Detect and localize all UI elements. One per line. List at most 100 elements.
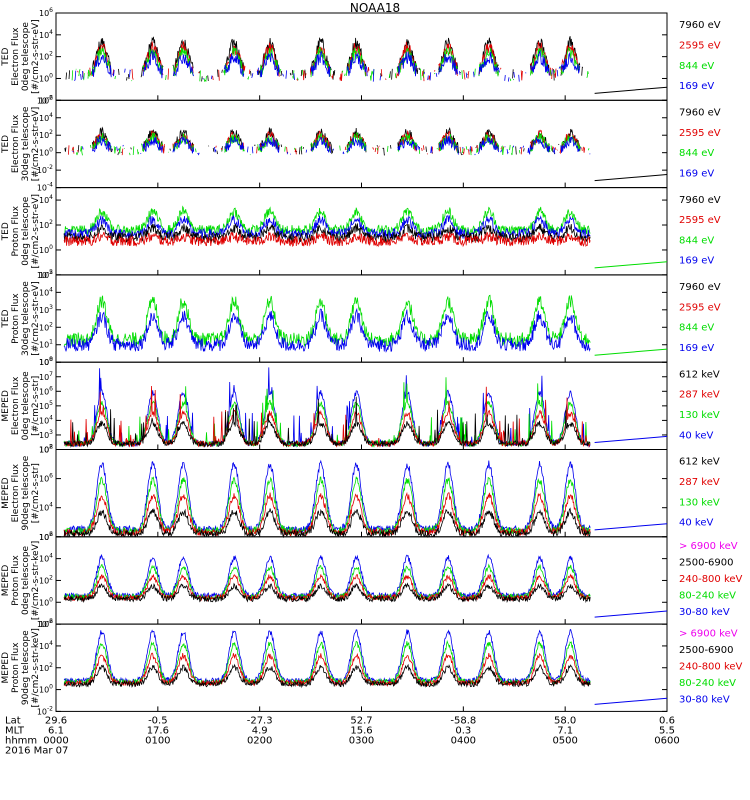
y-axis-label: Proton Flux [11, 642, 21, 693]
chart-title: NOAA18 [349, 1, 401, 15]
series-trace [71, 46, 589, 83]
x-tick-label: 0200 [247, 735, 272, 746]
y-tick-label: 102 [39, 662, 53, 673]
y-tick-label: 104 [39, 640, 53, 651]
y-tick-label: 106 [39, 385, 53, 396]
y-tick-label: 10-4 [37, 182, 53, 193]
legend-entry: 2595 eV [679, 215, 721, 226]
y-tick-label: 104 [39, 29, 53, 40]
x-tick-label: 0.6 [659, 715, 675, 726]
gap-segment [594, 610, 668, 618]
series-trace [63, 385, 591, 448]
y-axis-label: [#/cm2-s-str] [31, 463, 41, 523]
panel-6: MEPED Electron Flux 90deg telescope [#/cm2-… [1, 444, 720, 542]
y-tick-label: 102 [39, 574, 53, 585]
series-trace [63, 491, 591, 538]
y-tick-label: 100 [39, 72, 53, 83]
panel-3: TED Proton Flux 0deg telescope [#/cm2-s-str… [1, 187, 721, 280]
x-row-label: MLT [5, 725, 25, 736]
y-tick-label: 102 [39, 531, 53, 542]
legend-entry: 169 eV [679, 343, 714, 354]
y-tick-label: 108 [39, 356, 53, 367]
y-tick-label: 103 [39, 429, 53, 440]
gap-segment [594, 348, 668, 356]
legend-entry: 40 keV [679, 430, 713, 441]
legend-entry: 2595 eV [679, 128, 721, 139]
y-tick-label: 106 [39, 7, 53, 18]
x-tick-label: 0400 [451, 735, 476, 746]
series-trace [63, 396, 591, 448]
y-tick-label: 105 [39, 400, 53, 411]
x-tick-label: 0100 [145, 735, 170, 746]
legend-entry: 80-240 keV [679, 591, 736, 602]
x-tick-label: 4.9 [252, 725, 268, 736]
legend-entry: 30-80 keV [679, 694, 730, 705]
y-tick-label: 100 [39, 356, 53, 367]
y-axis-label: 90deg telescope [21, 630, 31, 705]
series-trace [63, 639, 591, 687]
x-tick-label: 17.6 [147, 725, 169, 736]
y-tick-label: 104 [39, 286, 53, 297]
legend-entry: 287 keV [679, 390, 720, 401]
y-tick-label: 102 [39, 129, 53, 140]
series-trace [63, 214, 591, 241]
legend-entry: 844 eV [679, 235, 714, 246]
y-axis-label: [#/cm2-s-str-eV] [31, 281, 41, 356]
x-row-label: Lat [5, 715, 21, 726]
series-trace [63, 563, 591, 601]
gap-segment [594, 523, 668, 531]
panel-7: MEPED Proton Flux 0deg telescope [#/cm2-s-s… [1, 531, 743, 629]
gap-segment [594, 261, 668, 269]
y-axis-label: 0deg telescope [21, 371, 31, 441]
legend-entry: 844 eV [679, 61, 714, 72]
y-axis-label: 30deg telescope [21, 281, 31, 356]
legend-entry: 2595 eV [679, 41, 721, 52]
y-axis-label: [#/cm2-s-str-eV] [31, 19, 41, 94]
legend-entry: 844 eV [679, 323, 714, 334]
legend-entry: 612 keV [679, 369, 720, 380]
legend-entry: 7960 eV [679, 20, 721, 31]
x-tick-label: 5.5 [659, 725, 675, 736]
legend-entry: 169 eV [679, 168, 714, 179]
legend-entry: 240-800 keV [679, 574, 743, 585]
x-tick-label: -58.8 [450, 715, 476, 726]
gap-segment [594, 174, 668, 182]
y-axis-label: 90deg telescope [21, 455, 31, 530]
y-tick-label: 106 [39, 618, 53, 629]
y-axis-label: MEPED [1, 477, 11, 509]
legend-entry: > 6900 keV [679, 628, 738, 639]
x-tick-label: -27.3 [247, 715, 273, 726]
y-axis-label: 0deg telescope [21, 196, 31, 266]
gap-segment [594, 86, 668, 94]
y-axis-label: 0deg telescope [21, 22, 31, 92]
y-axis-label: [#/cm2-s-str-keV] [31, 628, 41, 707]
x-tick-label: 0600 [654, 735, 679, 746]
y-tick-label: 100 [39, 684, 53, 695]
y-axis-label: MEPED [1, 652, 11, 684]
panel-8: MEPED Proton Flux 90deg telescope [#/cm2-s-… [1, 618, 743, 716]
legend-entry: 7960 eV [679, 195, 721, 206]
y-tick-label: 106 [39, 531, 53, 542]
y-axis-label: [#/cm2-s-str-eV] [31, 107, 41, 182]
x-row-label: hhmm [5, 735, 37, 746]
y-tick-label: 103 [39, 304, 53, 315]
y-tick-label: 100 [39, 596, 53, 607]
legend-entry: 2595 eV [679, 302, 721, 313]
series-trace [64, 476, 591, 536]
x-tick-label: 58.0 [554, 715, 576, 726]
y-tick-label: 10-2 [37, 705, 53, 716]
y-tick-label: 102 [39, 51, 53, 62]
series-trace [63, 223, 591, 244]
y-axis-label: MEPED [1, 565, 11, 597]
y-tick-label: 104 [39, 194, 53, 205]
y-axis-label: Electron Flux [11, 376, 21, 435]
gap-segment [594, 435, 668, 444]
legend-entry: 30-80 keV [679, 607, 730, 618]
series-trace [75, 51, 587, 82]
y-tick-label: 104 [39, 414, 53, 425]
y-tick-label: 108 [39, 444, 53, 455]
legend-entry: 2500-6900 [679, 558, 734, 569]
y-tick-label: 100 [39, 244, 53, 255]
legend-entry: 7960 eV [679, 108, 721, 119]
legend-entry: 169 eV [679, 256, 714, 267]
